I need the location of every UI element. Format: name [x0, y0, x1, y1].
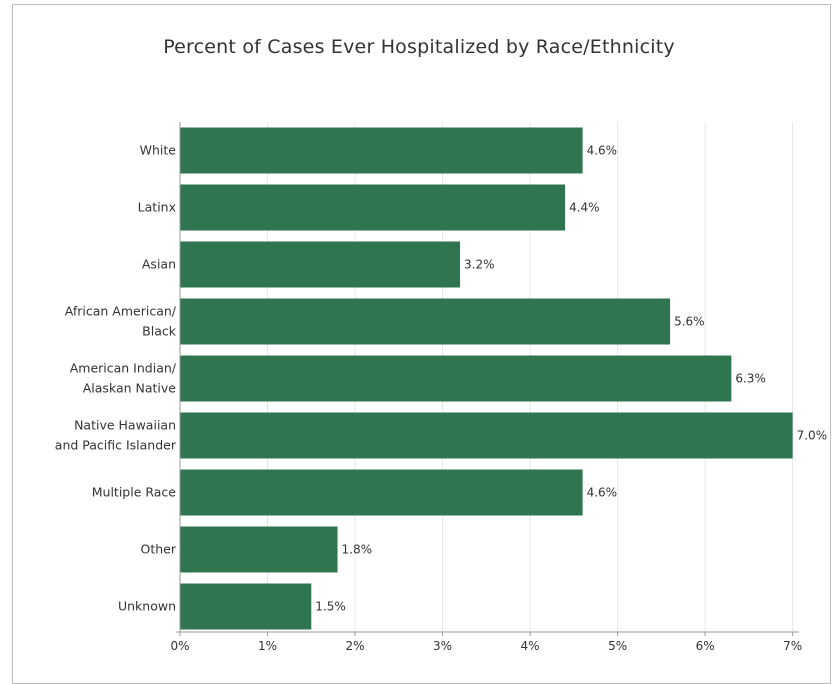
category-label: American Indian/	[70, 361, 177, 376]
x-tick-label: 7%	[783, 639, 802, 653]
x-tick-label: 3%	[433, 639, 452, 653]
category-label: Latinx	[138, 200, 176, 215]
bar	[180, 412, 793, 459]
bar	[180, 298, 671, 345]
category-label: Black	[142, 324, 177, 339]
category-label: and Pacific Islander	[55, 438, 177, 453]
category-label: Unknown	[118, 599, 176, 614]
data-label: 1.8%	[342, 543, 373, 557]
data-label: 4.6%	[587, 144, 618, 158]
x-tick-label: 4%	[521, 639, 540, 653]
x-tick-label: 2%	[346, 639, 365, 653]
x-tick-label: 5%	[608, 639, 627, 653]
data-label: 4.6%	[587, 486, 618, 500]
category-label: Native Hawaiian	[74, 418, 176, 433]
category-label: Asian	[142, 257, 176, 272]
category-label: Other	[141, 542, 177, 557]
bar	[180, 355, 732, 402]
data-label: 1.5%	[315, 600, 346, 614]
category-label: Alaskan Native	[83, 381, 177, 396]
data-label: 4.4%	[569, 201, 600, 215]
data-label: 7.0%	[797, 429, 828, 443]
x-tick-label: 1%	[258, 639, 277, 653]
category-label: White	[140, 143, 177, 158]
x-tick-label: 0%	[170, 639, 189, 653]
chart-title: Percent of Cases Ever Hospitalized by Ra…	[163, 36, 675, 58]
bar	[180, 241, 461, 288]
data-label: 5.6%	[674, 315, 705, 329]
bar	[180, 127, 583, 174]
bar	[180, 469, 583, 516]
category-label: Multiple Race	[92, 485, 177, 500]
bar	[180, 526, 338, 573]
data-label: 3.2%	[464, 258, 495, 272]
bar	[180, 583, 312, 630]
x-tick-label: 6%	[696, 639, 715, 653]
data-label: 6.3%	[735, 372, 766, 386]
bar	[180, 184, 566, 231]
category-label: African American/	[65, 304, 177, 319]
